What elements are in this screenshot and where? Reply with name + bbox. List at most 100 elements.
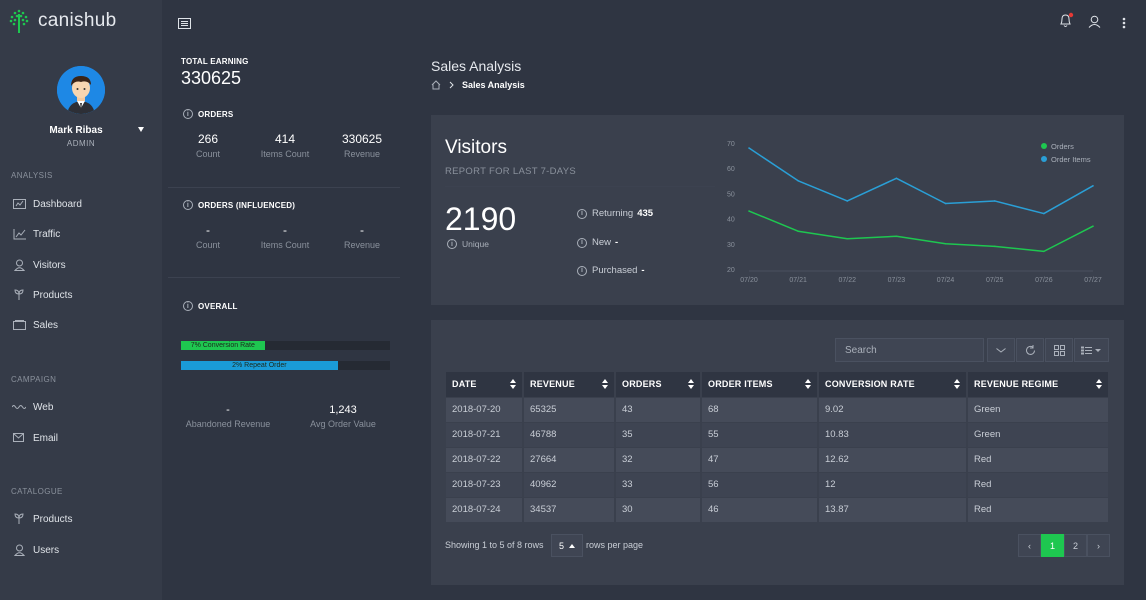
- user-role: ADMIN: [66, 139, 96, 148]
- table-cell: 68: [701, 396, 819, 422]
- user-profile-icon[interactable]: [1088, 15, 1101, 33]
- home-icon[interactable]: [431, 80, 441, 90]
- table-row[interactable]: 2018-07-21 46788 35 55 10.83 Green: [446, 421, 1108, 447]
- grid-view-button[interactable]: [1045, 338, 1073, 362]
- stat-caption: Avg Order Value: [310, 419, 376, 429]
- sidebar-item-visitors[interactable]: Visitors: [12, 257, 66, 273]
- table-cell: 47: [701, 446, 819, 472]
- brand-logo[interactable]: canishub: [8, 8, 116, 34]
- repeat-order-bar: 2% Repeat Order: [181, 361, 390, 370]
- column-header-order-items[interactable]: ORDER ITEMS: [701, 372, 819, 397]
- table-cell: 2018-07-20: [446, 396, 524, 422]
- pagination-page-2[interactable]: 2: [1064, 534, 1087, 557]
- sort-icon[interactable]: [688, 379, 694, 390]
- orders-influenced-label: ORDERS (INFLUENCED): [198, 200, 296, 210]
- sidebar-item-products[interactable]: Products: [12, 287, 72, 303]
- sidebar-item-users[interactable]: Users: [12, 542, 59, 558]
- column-header-conversion-rate[interactable]: CONVERSION RATE: [818, 372, 968, 397]
- purchased-value: -: [641, 265, 645, 276]
- section-title-catalogue: CATALOGUE: [11, 487, 63, 496]
- stat-caption: Count: [195, 240, 221, 250]
- breadcrumb: Sales Analysis: [431, 80, 525, 90]
- collapse-toggle-button[interactable]: [987, 338, 1015, 362]
- column-header-orders[interactable]: ORDERS: [615, 372, 702, 397]
- x-tick-label: 07/22: [839, 277, 857, 284]
- refresh-button[interactable]: [1016, 338, 1044, 362]
- data-point: [1092, 225, 1094, 227]
- x-tick-label: 07/27: [1084, 277, 1102, 284]
- table-row[interactable]: 2018-07-20 65325 43 68 9.02 Green: [446, 396, 1108, 422]
- sidebar-item-sales[interactable]: Sales: [12, 317, 58, 333]
- x-tick-label: 07/25: [986, 277, 1004, 284]
- sort-icon[interactable]: [954, 379, 960, 390]
- sidebar-item-dashboard[interactable]: Dashboard: [12, 196, 82, 212]
- stat-value: -: [206, 223, 210, 237]
- list-columns-icon: [1080, 346, 1101, 354]
- table-cell: 27664: [523, 446, 616, 472]
- pagination-prev-button[interactable]: ‹: [1018, 534, 1041, 557]
- column-header-revenue-regime[interactable]: REVENUE REGIME: [967, 372, 1108, 397]
- data-point: [895, 235, 898, 238]
- column-header-revenue[interactable]: REVENUE: [523, 372, 616, 397]
- sidebar-item-catalogue-products[interactable]: Products: [12, 511, 72, 527]
- columns-menu-button[interactable]: [1074, 338, 1109, 362]
- table-cell: 35: [615, 421, 702, 447]
- table-row[interactable]: 2018-07-22 27664 32 47 12.62 Red: [446, 446, 1108, 472]
- table-cell: Green: [967, 421, 1108, 447]
- table-cell: Red: [967, 446, 1108, 472]
- search-input[interactable]: Search: [835, 338, 984, 362]
- user-name[interactable]: Mark Ribas: [49, 125, 103, 136]
- data-point: [1043, 250, 1045, 253]
- more-vertical-icon[interactable]: [1122, 16, 1126, 34]
- sidebar-item-traffic[interactable]: Traffic: [12, 226, 60, 242]
- sidebar-item-web[interactable]: Web: [12, 399, 53, 415]
- visitors-title: Visitors: [445, 137, 507, 158]
- table-cell: 40962: [523, 471, 616, 497]
- sort-icon[interactable]: [602, 379, 608, 390]
- divider: [445, 186, 715, 187]
- divider: [168, 187, 400, 188]
- sidebar-item-email[interactable]: Email: [12, 430, 58, 446]
- menu-toggle-icon[interactable]: [178, 16, 191, 34]
- sort-icon[interactable]: [805, 379, 811, 390]
- breadcrumb-current[interactable]: Sales Analysis: [462, 80, 525, 90]
- returning-label: Returning: [592, 208, 634, 219]
- stat-value: -: [283, 223, 287, 237]
- rows-per-page-label: rows per page: [586, 540, 644, 550]
- sort-icon[interactable]: [510, 379, 516, 390]
- section-title-campaign: CAMPAIGN: [11, 375, 57, 384]
- sort-icon[interactable]: [1096, 379, 1102, 390]
- abandoned-revenue-stat: - Abandoned Revenue: [180, 404, 276, 429]
- table-row[interactable]: 2018-07-23 40962 33 56 12 Red: [446, 471, 1108, 497]
- sidebar-item-label: Email: [33, 432, 59, 444]
- chevron-right-icon: [449, 81, 454, 89]
- pagination-next-button[interactable]: ›: [1087, 534, 1110, 557]
- column-header-date[interactable]: DATE: [446, 372, 524, 397]
- pagination-page-1[interactable]: 1: [1041, 534, 1064, 557]
- user-menu-caret-icon[interactable]: [138, 127, 144, 132]
- chevron-down-icon: [996, 347, 1006, 353]
- info-icon: i: [183, 109, 193, 119]
- overall-label-row: i OVERALL: [183, 301, 238, 311]
- y-tick-label: 60: [727, 166, 735, 173]
- sales-icon: [12, 319, 26, 331]
- data-point: [944, 243, 947, 245]
- visitors-icon: [12, 259, 26, 271]
- table-cell: 2018-07-24: [446, 496, 524, 522]
- grid-icon: [1053, 344, 1065, 356]
- notification-bell-icon[interactable]: [1058, 12, 1074, 34]
- stat-value: -: [360, 223, 364, 237]
- purchased-stat: i Purchased -: [577, 265, 645, 276]
- page-title: Sales Analysis: [431, 58, 522, 74]
- table-cell: 55: [701, 421, 819, 447]
- new-label: New: [592, 237, 612, 248]
- stat-caption: Revenue: [343, 149, 381, 159]
- rows-per-page-value: 5: [559, 541, 565, 551]
- refresh-icon: [1025, 344, 1035, 355]
- visitors-subtitle: REPORT FOR LAST 7-DAYS: [445, 166, 577, 177]
- rows-per-page-select[interactable]: 5: [551, 534, 583, 557]
- orders-label-row: i ORDERS: [183, 109, 233, 119]
- table-cell: 2018-07-21: [446, 421, 524, 447]
- table-row[interactable]: 2018-07-24 34537 30 46 13.87 Red: [446, 496, 1108, 522]
- avatar[interactable]: [57, 66, 105, 114]
